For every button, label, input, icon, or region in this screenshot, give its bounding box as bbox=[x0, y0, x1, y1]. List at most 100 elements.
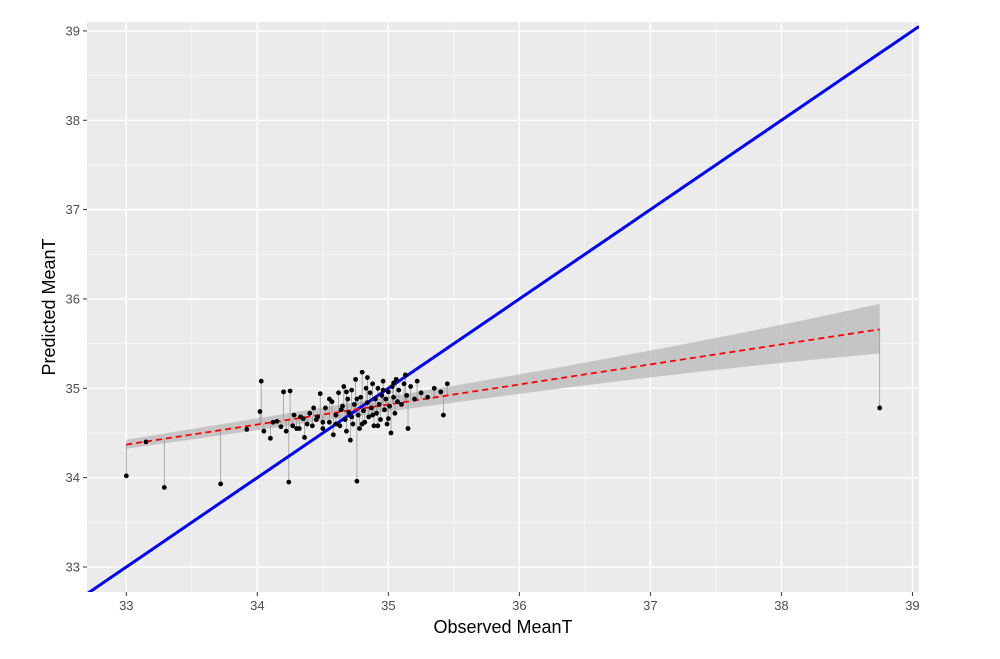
data-point bbox=[372, 396, 378, 402]
data-point bbox=[161, 485, 167, 490]
x-axis-title: Observed MeanT bbox=[433, 617, 572, 637]
y-tick-label: 39 bbox=[66, 23, 80, 38]
x-tick-label: 33 bbox=[119, 598, 133, 613]
data-point bbox=[374, 410, 379, 416]
y-tick-label: 36 bbox=[66, 291, 80, 306]
data-point bbox=[350, 421, 356, 427]
minor-gridlines bbox=[87, 22, 919, 592]
data-point bbox=[358, 394, 364, 400]
data-point bbox=[346, 410, 352, 415]
data-point bbox=[278, 424, 284, 430]
data-point bbox=[405, 426, 411, 431]
data-point bbox=[431, 385, 437, 391]
data-point bbox=[258, 378, 264, 384]
data-point bbox=[268, 435, 273, 441]
data-point bbox=[371, 423, 377, 429]
data-point bbox=[353, 376, 358, 382]
data-point bbox=[385, 416, 391, 422]
data-point bbox=[317, 391, 323, 397]
data-point bbox=[370, 412, 376, 418]
data-point bbox=[291, 412, 297, 418]
data-point bbox=[244, 426, 250, 432]
data-point bbox=[351, 401, 357, 407]
x-tick-label: 36 bbox=[512, 598, 526, 613]
data-point bbox=[418, 390, 424, 396]
data-point bbox=[330, 432, 336, 438]
plot-panel bbox=[87, 22, 919, 592]
data-point bbox=[379, 393, 385, 398]
data-point bbox=[287, 388, 293, 394]
data-point bbox=[396, 387, 402, 393]
data-point bbox=[384, 421, 390, 427]
data-point bbox=[349, 387, 355, 393]
data-point bbox=[302, 435, 307, 440]
data-point bbox=[359, 421, 365, 427]
data-point bbox=[345, 396, 351, 402]
data-point bbox=[143, 439, 149, 445]
data-point bbox=[438, 389, 444, 395]
data-point bbox=[338, 407, 344, 413]
data-point bbox=[877, 405, 883, 411]
data-point bbox=[382, 407, 387, 413]
identity-line bbox=[87, 25, 919, 592]
data-point bbox=[355, 412, 361, 418]
identity-line-path bbox=[87, 25, 919, 592]
data-point bbox=[364, 400, 370, 405]
data-point bbox=[367, 390, 373, 396]
fit-line bbox=[126, 328, 880, 446]
data-point bbox=[300, 416, 306, 422]
data-point bbox=[283, 428, 289, 434]
data-point bbox=[383, 396, 389, 402]
data-point bbox=[315, 414, 321, 420]
y-axis-ticks: 33 34 35 36 37 38 39 bbox=[66, 23, 87, 574]
data-point bbox=[378, 417, 383, 422]
data-point bbox=[333, 421, 339, 427]
data-point bbox=[296, 426, 302, 431]
data-point bbox=[404, 393, 410, 398]
data-point bbox=[425, 394, 431, 400]
data-point bbox=[395, 399, 400, 405]
x-tick-label: 35 bbox=[381, 598, 395, 613]
data-point bbox=[337, 423, 343, 429]
data-point bbox=[440, 412, 446, 418]
data-point bbox=[376, 401, 382, 407]
major-gridlines bbox=[87, 22, 919, 592]
data-points bbox=[123, 369, 883, 490]
y-tick-label: 38 bbox=[66, 113, 80, 128]
data-point bbox=[304, 421, 310, 427]
data-point bbox=[323, 405, 328, 411]
data-point bbox=[326, 396, 332, 402]
data-point bbox=[401, 381, 407, 387]
data-point bbox=[391, 380, 396, 386]
data-point bbox=[307, 410, 313, 416]
data-point bbox=[349, 414, 355, 420]
x-tick-label: 38 bbox=[774, 598, 788, 613]
data-point bbox=[261, 428, 267, 434]
data-point bbox=[366, 414, 372, 420]
y-tick-label: 33 bbox=[66, 559, 80, 574]
data-point bbox=[412, 396, 417, 402]
y-tick-label: 37 bbox=[66, 202, 80, 217]
data-point bbox=[375, 423, 381, 429]
data-point bbox=[444, 381, 450, 387]
data-point bbox=[393, 376, 399, 382]
data-point bbox=[387, 403, 393, 409]
data-point bbox=[380, 378, 386, 384]
data-point bbox=[392, 410, 398, 416]
data-point bbox=[344, 428, 349, 434]
data-point bbox=[380, 387, 386, 393]
data-point bbox=[361, 408, 366, 414]
data-point bbox=[370, 381, 376, 387]
data-point bbox=[326, 419, 332, 425]
data-point bbox=[368, 405, 374, 411]
data-point bbox=[364, 375, 370, 380]
data-point bbox=[218, 481, 224, 487]
data-point bbox=[311, 405, 317, 411]
y-axis-title: Predicted MeanT bbox=[39, 238, 59, 375]
data-point bbox=[363, 385, 369, 391]
data-point bbox=[375, 385, 381, 391]
data-point bbox=[281, 389, 286, 395]
y-tick-label: 35 bbox=[66, 381, 80, 396]
x-tick-label: 37 bbox=[643, 598, 657, 613]
